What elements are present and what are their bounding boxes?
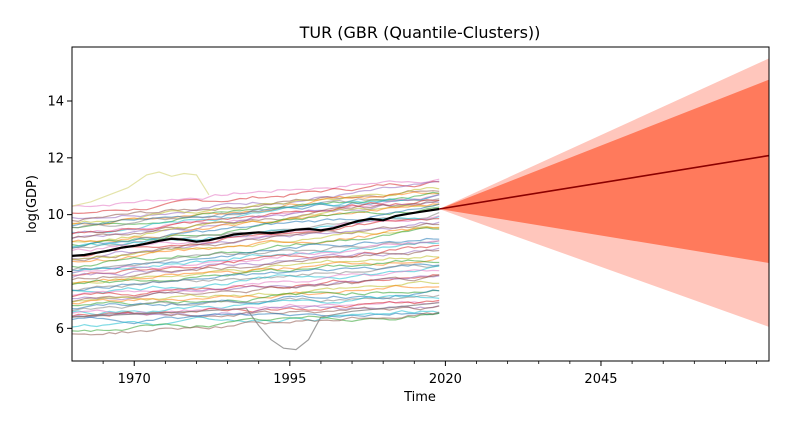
x-tick-label: 2020 bbox=[429, 372, 462, 387]
forecast-median-line bbox=[439, 154, 770, 210]
cluster-series-line-30 bbox=[71, 240, 440, 274]
cluster-series-line-39 bbox=[71, 265, 440, 294]
cluster-series-line-7 bbox=[71, 194, 440, 227]
y-axis-label: log(GDP) bbox=[25, 175, 40, 233]
cluster-series-line-2 bbox=[71, 180, 440, 220]
cluster-series-line-45 bbox=[71, 284, 440, 305]
cluster-series-line-16 bbox=[71, 206, 440, 247]
y-tick-label: 8 bbox=[56, 265, 64, 280]
forecast-inner-band bbox=[439, 79, 769, 263]
plot-frame bbox=[71, 46, 770, 362]
special-series-line-0 bbox=[71, 171, 210, 207]
cluster-series-line-38 bbox=[71, 263, 440, 292]
plot-area bbox=[71, 58, 770, 351]
y-tick-label: 10 bbox=[47, 208, 64, 223]
target-series-line bbox=[71, 207, 440, 257]
cluster-series-line-5 bbox=[71, 191, 440, 226]
y-axis: 6 8 10 12 14 bbox=[47, 94, 72, 337]
cluster-series-line-4 bbox=[71, 187, 440, 226]
cluster-series-line-0 bbox=[71, 178, 440, 208]
cluster-series-line-25 bbox=[71, 226, 440, 263]
cluster-series-line-15 bbox=[71, 203, 440, 243]
cluster-series-line-44 bbox=[71, 280, 440, 303]
cluster-series-line-49 bbox=[71, 295, 440, 316]
cluster-series-line-23 bbox=[71, 222, 440, 262]
x-tick-label: 1970 bbox=[118, 372, 151, 387]
chart-title: TUR (GBR (Quantile-Clusters)) bbox=[299, 23, 541, 42]
cluster-series-line-40 bbox=[71, 269, 440, 296]
y-tick-label: 12 bbox=[47, 151, 64, 166]
special-series-line-1 bbox=[71, 302, 440, 351]
cluster-series-line-8 bbox=[71, 198, 440, 229]
cluster-series-line-57 bbox=[71, 311, 440, 336]
cluster-series-line-32 bbox=[71, 247, 440, 278]
y-tick-label: 14 bbox=[47, 94, 64, 109]
cluster-series-line-17 bbox=[71, 203, 440, 249]
y-tick-label: 6 bbox=[56, 322, 64, 337]
cluster-series-line-33 bbox=[71, 249, 440, 281]
x-axis-label: Time bbox=[403, 390, 436, 405]
cluster-series-line-12 bbox=[71, 201, 440, 239]
cluster-series-line-35 bbox=[71, 256, 440, 285]
cluster-series-line-13 bbox=[71, 199, 440, 239]
cluster-series-line-1 bbox=[71, 180, 440, 215]
cluster-series-line-28 bbox=[71, 240, 440, 271]
x-axis: 1970 1995 2020 2045 bbox=[102, 361, 757, 387]
x-tick-label: 2045 bbox=[584, 372, 617, 387]
cluster-series-line-43 bbox=[71, 274, 440, 303]
cluster-series-line-27 bbox=[71, 237, 440, 272]
cluster-series-line-36 bbox=[71, 259, 440, 285]
cluster-series-line-29 bbox=[71, 241, 440, 274]
x-tick-label: 1995 bbox=[273, 372, 306, 387]
